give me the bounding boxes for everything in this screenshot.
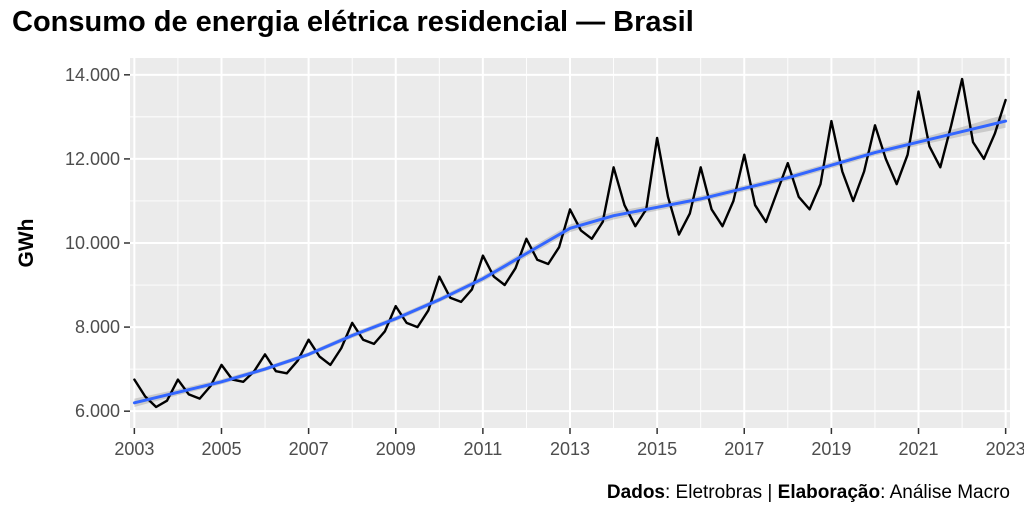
y-tick-label: 8.000 (75, 317, 120, 337)
x-tick-label: 2019 (811, 439, 851, 459)
x-tick-label: 2015 (637, 439, 677, 459)
smooth-trend-line (132, 119, 1008, 405)
x-tick-label: 2009 (376, 439, 416, 459)
smooth-confidence-band (134, 114, 1006, 408)
grid-major (130, 58, 1010, 428)
source-caption: Dados: Eletrobras | Elaboração: Análise … (607, 482, 1010, 504)
consumption-line (133, 77, 1007, 409)
caption-elaboracao-label: Elaboração (777, 482, 881, 503)
y-axis-title: GWh (15, 219, 38, 268)
y-axis: 6.000 8.000 10.000 12.000 14.000 (65, 65, 130, 421)
caption-elaboracao-value: : Análise Macro (880, 482, 1010, 503)
confidence-bands (134, 114, 1006, 408)
x-tick-label: 2023 (986, 439, 1024, 459)
series-lines (132, 77, 1008, 409)
y-tick-label: 10.000 (65, 233, 120, 253)
y-tick-label: 14.000 (65, 65, 120, 85)
x-tick-label: 2011 (464, 439, 503, 459)
caption-dados-value: : Eletrobras | (665, 482, 778, 503)
x-tick-label: 2005 (201, 439, 241, 459)
x-tick-label: 2021 (898, 439, 938, 459)
y-tick-label: 12.000 (65, 149, 120, 169)
x-axis: 2003 2005 2007 2009 2011 2013 2015 2017 2019 2021… (114, 428, 1024, 459)
x-tick-label: 2013 (550, 439, 590, 459)
x-tick-label: 2007 (289, 439, 329, 459)
chart-title: Consumo de energia elétrica residencial … (12, 6, 694, 38)
x-tick-label: 2017 (724, 439, 764, 459)
caption-dados-label: Dados (606, 482, 665, 503)
y-tick-label: 6.000 (75, 401, 120, 421)
x-tick-label: 2003 (114, 439, 154, 459)
